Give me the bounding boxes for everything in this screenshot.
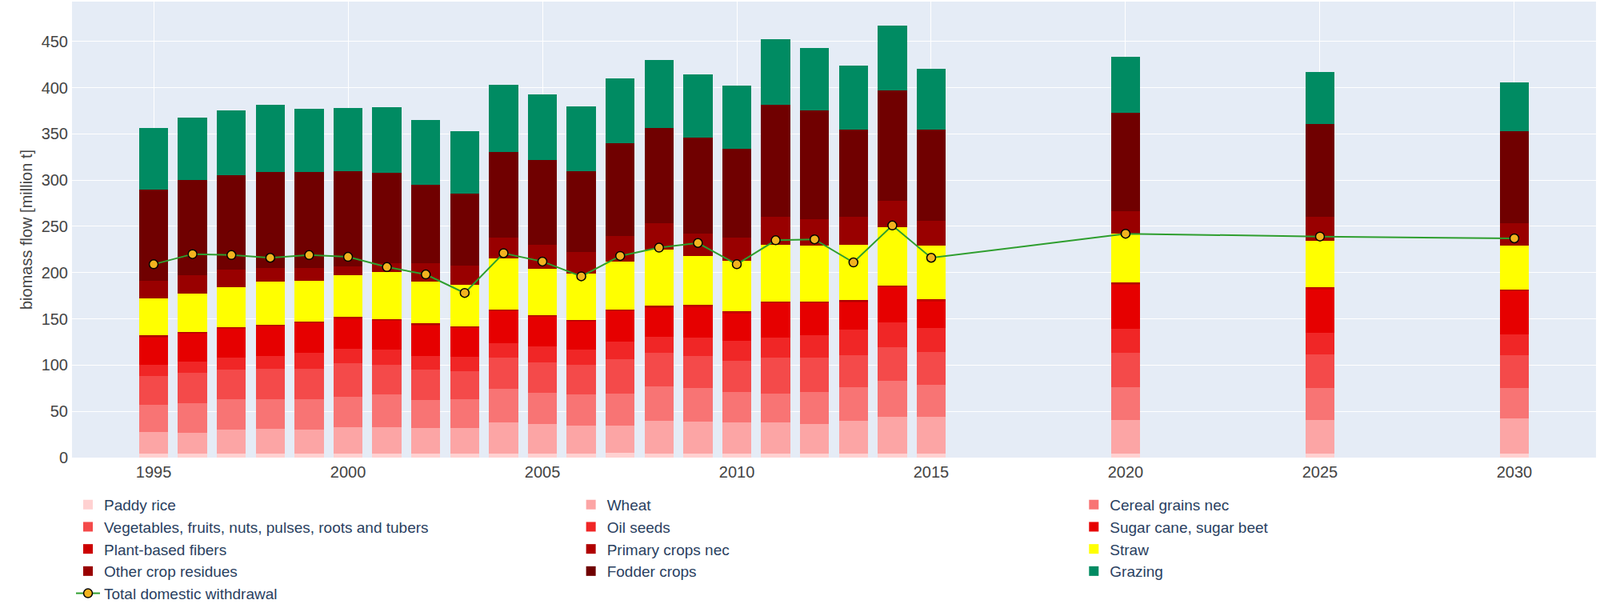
svg-text:Primary crops nec: Primary crops nec — [607, 541, 730, 559]
svg-text:350: 350 — [41, 124, 68, 143]
svg-text:Sugar cane, sugar beet: Sugar cane, sugar beet — [1109, 519, 1268, 536]
svg-text:200: 200 — [41, 264, 68, 282]
svg-text:450: 450 — [41, 32, 68, 51]
svg-text:biomass flow [million t]: biomass flow [million t] — [17, 149, 36, 310]
svg-text:250: 250 — [41, 217, 68, 236]
svg-text:2005: 2005 — [524, 463, 561, 481]
svg-text:2000: 2000 — [330, 463, 367, 481]
svg-text:2015: 2015 — [913, 463, 950, 481]
svg-text:Grazing: Grazing — [1109, 563, 1164, 580]
svg-text:Cereal grains nec: Cereal grains nec — [1109, 496, 1229, 514]
svg-text:Fodder crops: Fodder crops — [607, 563, 697, 580]
svg-text:0: 0 — [59, 448, 68, 467]
svg-text:Wheat: Wheat — [607, 496, 652, 514]
svg-text:Vegetables, fruits, nuts, puls: Vegetables, fruits, nuts, pulses, roots … — [104, 519, 429, 536]
svg-text:Straw: Straw — [1109, 541, 1149, 559]
svg-text:2025: 2025 — [1302, 463, 1339, 481]
svg-text:Paddy rice: Paddy rice — [104, 496, 176, 514]
svg-text:1995: 1995 — [136, 463, 172, 481]
svg-text:400: 400 — [41, 79, 68, 97]
svg-text:2010: 2010 — [719, 463, 756, 481]
svg-text:Plant-based fibers: Plant-based fibers — [104, 541, 227, 559]
svg-text:Oil seeds: Oil seeds — [607, 519, 671, 536]
svg-text:2020: 2020 — [1108, 463, 1144, 481]
svg-text:Total domestic withdrawal: Total domestic withdrawal — [104, 585, 277, 603]
svg-text:2030: 2030 — [1496, 463, 1533, 481]
svg-text:Other crop residues: Other crop residues — [104, 563, 238, 580]
svg-text:150: 150 — [41, 310, 68, 328]
svg-text:50: 50 — [50, 402, 68, 420]
svg-text:100: 100 — [41, 356, 68, 374]
svg-text:300: 300 — [41, 171, 68, 189]
